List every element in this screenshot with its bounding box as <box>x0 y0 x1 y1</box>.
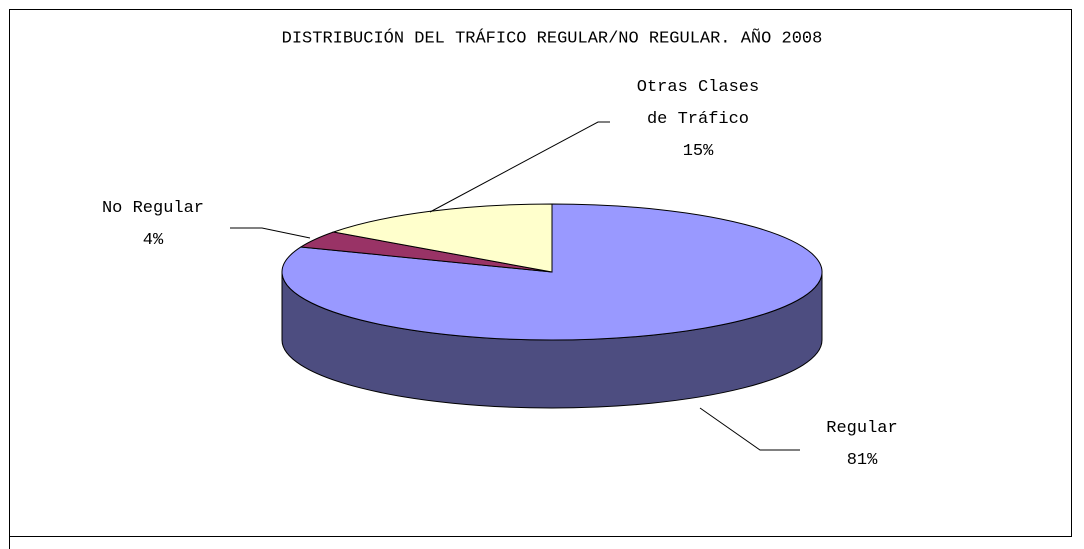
slice-value: 4% <box>142 231 164 250</box>
leader-lines <box>230 121 800 451</box>
slice-value: 15% <box>682 142 714 161</box>
slice-label: Otras Clases de Tráfico 15% <box>623 72 773 168</box>
chart-title: DISTRIBUCIÓN DEL TRÁFICO REGULAR/NO REGU… <box>282 28 823 48</box>
slice-label: No Regular 4% <box>78 193 228 257</box>
slice-name: No Regular <box>101 199 205 218</box>
leader-line <box>699 407 800 451</box>
leader-line <box>230 227 311 239</box>
slice-name: Otras Clases de Tráfico <box>636 78 760 129</box>
pie-tops <box>281 203 823 341</box>
pie-slice <box>331 203 553 273</box>
slice-value: 81% <box>846 451 878 470</box>
slice-name: Regular <box>826 419 898 438</box>
slice-label: Regular 81% <box>787 413 937 477</box>
leader-line <box>429 121 610 213</box>
